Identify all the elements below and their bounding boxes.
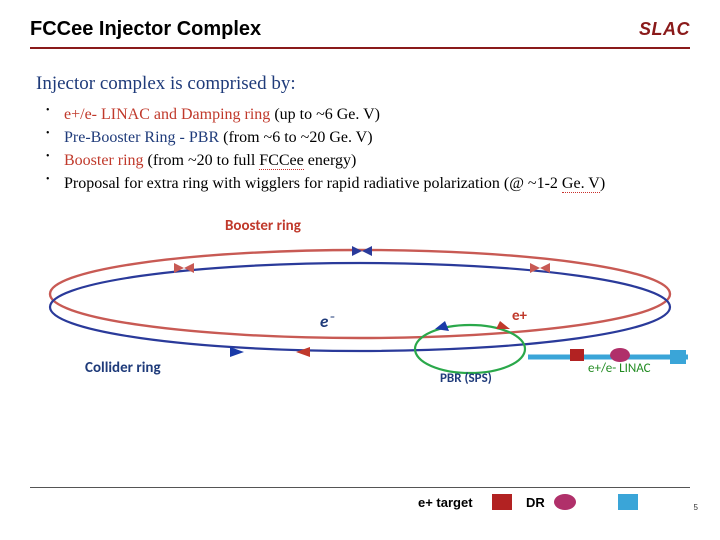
legend: e+ target DR	[0, 488, 720, 516]
legend-target-icon	[492, 494, 512, 510]
bowtie-icon	[352, 246, 372, 256]
list-item: Pre-Booster Ring - PBR (from ~6 to ~20 G…	[36, 126, 690, 149]
page-title: FCCee Injector Complex	[30, 18, 261, 41]
linac-label: e+/e- LINAC	[588, 361, 651, 376]
list-item: Proposal for extra ring with wigglers fo…	[36, 172, 690, 195]
target-icon	[570, 349, 584, 361]
legend-linac-icon	[618, 494, 638, 510]
legend-target-label: e+ target	[418, 495, 473, 510]
eminus-label: e⁻	[320, 311, 334, 332]
slac-logo: SLAC	[639, 19, 690, 40]
page-number: 5	[694, 503, 698, 512]
bullet-list: e+/e- LINAC and Damping ring (up to ~6 G…	[36, 103, 690, 196]
list-item: e+/e- LINAC and Damping ring (up to ~6 G…	[36, 103, 690, 126]
pbr-label: PBR (SPS)	[440, 371, 492, 386]
injector-diagram: Booster ring Collider ring PBR (SPS) e+/…	[30, 199, 690, 394]
legend-dr-label: DR	[526, 495, 545, 510]
legend-dr-icon	[554, 494, 576, 510]
list-item: Booster ring (from ~20 to full FCCee ene…	[36, 149, 690, 172]
section-heading: Injector complex is comprised by:	[36, 73, 690, 95]
title-underline	[30, 47, 690, 49]
collider-label: Collider ring	[85, 359, 161, 377]
booster-label: Booster ring	[225, 217, 301, 235]
linac-end-icon	[670, 350, 686, 364]
arrow-red	[496, 321, 510, 329]
eplus-label: e+	[512, 307, 527, 325]
dr-icon	[610, 348, 630, 362]
arrow-red	[296, 347, 310, 357]
